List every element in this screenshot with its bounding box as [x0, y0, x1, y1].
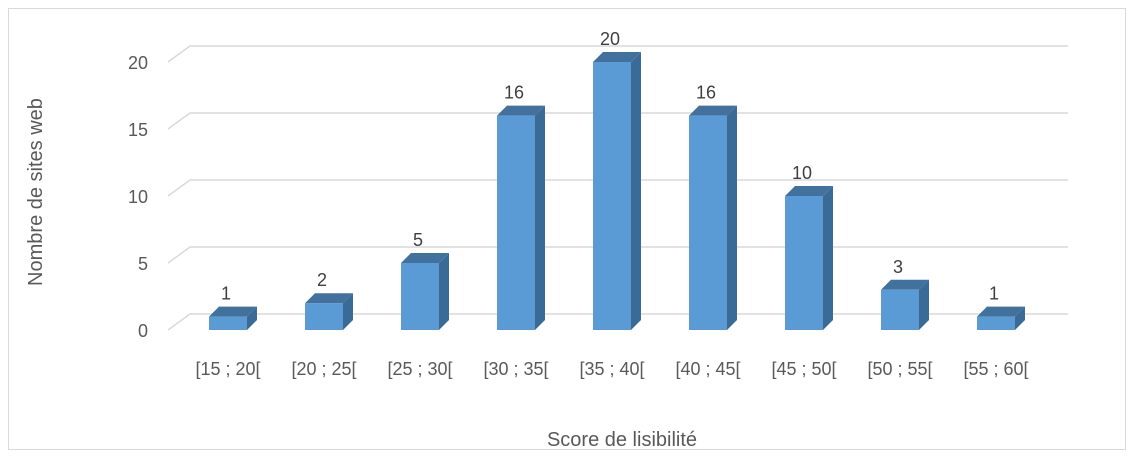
gridline-20 [167, 45, 1068, 63]
bar-side [919, 279, 929, 330]
bar-top [593, 52, 641, 62]
bar-top [977, 306, 1025, 317]
y-tick-label: 5 [138, 254, 148, 274]
bar-top [881, 279, 929, 290]
bar-top [209, 306, 257, 317]
bar-side [343, 293, 353, 330]
data-label: 20 [600, 29, 620, 49]
x-tick-label: [15 ; 20[ [195, 359, 260, 379]
bar-top [305, 293, 353, 304]
gridlines [167, 45, 1068, 331]
x-tick-label: [55 ; 60[ [963, 359, 1028, 379]
chart-frame [8, 8, 1126, 450]
bar-front [497, 115, 535, 330]
bar [881, 279, 929, 330]
bar-side [631, 52, 641, 330]
bar-front [401, 263, 439, 330]
y-tick-label: 15 [128, 120, 148, 140]
bar-top [497, 105, 545, 116]
bar-side [247, 306, 257, 330]
x-tick-label: [25 ; 30[ [387, 359, 452, 379]
bar-front [785, 196, 823, 330]
bar-top [689, 105, 737, 116]
data-label: 10 [792, 163, 812, 183]
bar-front [593, 62, 631, 330]
x-tick-label: [20 ; 25[ [291, 359, 356, 379]
bar [497, 105, 545, 330]
bar [305, 293, 353, 330]
bar [209, 306, 257, 330]
x-tick-label: [30 ; 35[ [483, 359, 548, 379]
data-label: 1 [989, 284, 999, 304]
bar [785, 186, 833, 330]
bar-front [689, 115, 727, 330]
gridline-10 [167, 179, 1068, 197]
bars [209, 52, 1025, 330]
bar-front [305, 303, 343, 330]
y-axis-ticks: 0 5 10 15 20 [128, 53, 148, 341]
bar-front [209, 316, 247, 330]
bar-top [785, 186, 833, 196]
data-label: 16 [504, 83, 524, 103]
data-label: 2 [317, 270, 327, 290]
bar-top [401, 253, 449, 263]
bar [977, 306, 1025, 330]
data-label: 5 [413, 230, 423, 250]
bar-side [727, 105, 737, 330]
data-label: 16 [696, 83, 716, 103]
bar-side [823, 186, 833, 330]
bar-front [977, 316, 1015, 330]
bar-front [881, 289, 919, 330]
y-tick-label: 10 [128, 187, 148, 207]
x-tick-label: [35 ; 40[ [579, 359, 644, 379]
bar [689, 105, 737, 330]
gridline-0 [167, 313, 1068, 331]
x-tick-label: [40 ; 45[ [675, 359, 740, 379]
x-axis-title: Score de lisibilité [547, 429, 697, 451]
bar-side [1015, 306, 1025, 330]
x-tick-label: [45 ; 50[ [771, 359, 836, 379]
y-tick-label: 20 [128, 53, 148, 73]
bar-side [439, 253, 449, 330]
data-labels: 1 2 5 16 20 16 10 3 1 [221, 29, 999, 304]
data-label: 1 [221, 284, 231, 304]
data-label: 3 [893, 257, 903, 277]
bar [401, 253, 449, 330]
gridline-5 [167, 246, 1068, 264]
y-tick-label: 0 [138, 321, 148, 341]
bar-side [535, 105, 545, 330]
bar [593, 52, 641, 330]
x-axis-ticks: [15 ; 20[ [20 ; 25[ [25 ; 30[ [30 ; 35[ [35 … [195, 359, 1028, 379]
x-tick-label: [50 ; 55[ [867, 359, 932, 379]
y-axis-title: Nombre de sites web [25, 98, 47, 286]
gridline-15 [167, 112, 1068, 130]
